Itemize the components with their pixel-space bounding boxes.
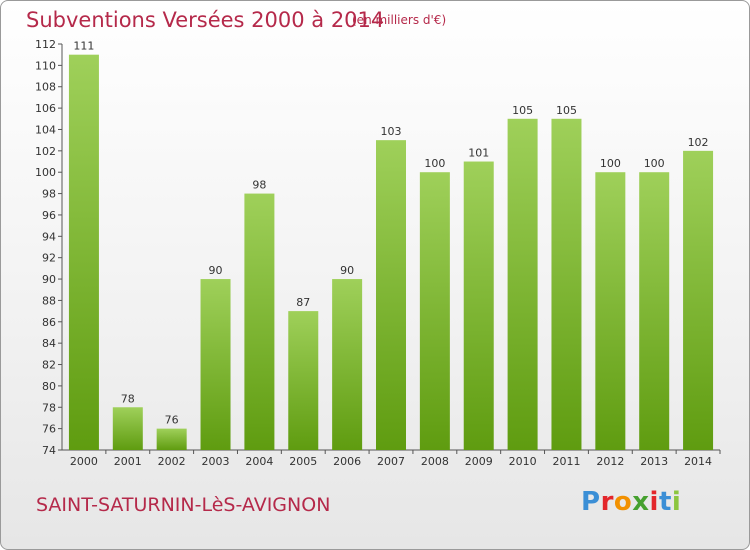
y-tick-label: 80 [42,380,56,393]
logo-letter: i [671,487,682,517]
x-tick-label: 2004 [245,455,273,468]
chart-title: Subventions Versées 2000 à 2014 [26,8,385,32]
value-label: 102 [688,136,709,149]
y-tick-label: 94 [42,230,56,243]
bar [112,407,143,450]
logo-letter: P [581,487,601,517]
logo-letter: x [632,487,650,517]
x-tick-label: 2007 [377,455,405,468]
y-tick-label: 78 [42,401,56,414]
y-tick-label: 90 [42,273,56,286]
x-tick-label: 2008 [421,455,449,468]
value-label: 101 [468,147,489,160]
x-tick-label: 2009 [465,455,493,468]
bar [507,118,538,450]
x-tick-label: 2014 [684,455,712,468]
value-label: 100 [600,157,621,170]
logo-letter: t [658,487,672,517]
x-tick-label: 2001 [114,455,142,468]
y-tick-label: 82 [42,359,56,372]
y-tick-label: 74 [42,444,56,457]
x-tick-label: 2003 [202,455,230,468]
x-tick-label: 2000 [70,455,98,468]
x-tick-label: 2010 [509,455,537,468]
y-tick-label: 112 [35,38,56,51]
y-tick-label: 76 [42,423,56,436]
x-tick-label: 2011 [552,455,580,468]
value-label: 87 [296,296,310,309]
proxiti-logo: Proxiti [581,487,681,517]
bar [200,279,231,450]
y-tick-label: 92 [42,252,56,265]
value-label: 98 [252,179,266,192]
value-label: 105 [512,104,533,117]
commune-name: SAINT-SATURNIN-LèS-AVIGNON [36,494,331,516]
value-label: 76 [165,414,179,427]
y-tick-label: 108 [35,81,56,94]
y-tick-label: 110 [35,59,56,72]
value-label: 90 [209,264,223,277]
bar [463,161,494,451]
bar [639,172,670,451]
y-tick-label: 88 [42,294,56,307]
y-tick-label: 102 [35,145,56,158]
bar [419,172,450,451]
value-label: 105 [556,104,577,117]
bar [244,193,275,450]
x-tick-label: 2013 [640,455,668,468]
value-label: 111 [73,40,94,53]
bar [376,140,406,450]
bar [332,279,363,450]
value-label: 100 [424,157,445,170]
bar [595,172,626,451]
logo-letter: i [649,487,659,517]
bar [288,311,319,450]
value-label: 103 [381,125,402,138]
chart-subtitle: (en milliers d'€) [352,13,447,27]
y-tick-label: 96 [42,209,56,222]
x-tick-label: 2005 [289,455,317,468]
value-label: 78 [121,392,135,405]
y-tick-label: 86 [42,316,56,329]
y-tick-label: 100 [35,166,56,179]
x-tick-label: 2006 [333,455,361,468]
bar-series: 111 78 76 90 98 87 90 103 100 101 105 105 100 100 102 [68,40,714,451]
y-tick-label: 98 [42,188,56,201]
logo-letter: r [600,487,614,517]
y-tick-label: 106 [35,102,56,115]
bar [683,150,714,450]
y-tick-label: 104 [35,123,56,136]
value-label: 100 [644,157,665,170]
x-tick-label: 2002 [158,455,186,468]
bar [68,54,99,451]
logo-letter: o [613,487,633,517]
value-label: 90 [340,264,354,277]
bar [551,118,582,450]
y-tick-label: 84 [42,337,56,350]
bar [156,428,187,450]
x-tick-label: 2012 [596,455,624,468]
